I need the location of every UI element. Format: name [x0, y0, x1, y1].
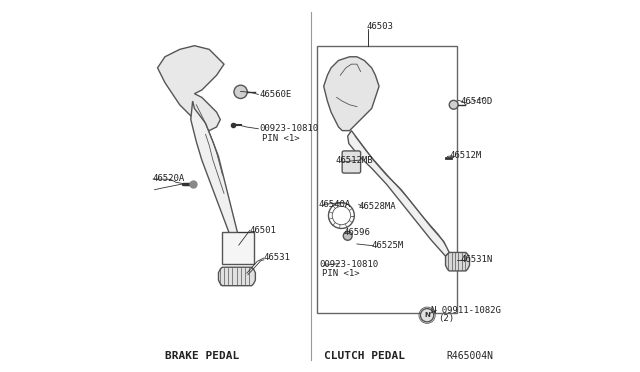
Text: 46525M: 46525M [372, 241, 404, 250]
Text: 46531N: 46531N [460, 255, 493, 264]
Text: N: N [424, 312, 430, 318]
Text: N 09911-1082G: N 09911-1082G [431, 306, 500, 315]
Text: 46560E: 46560E [259, 90, 291, 99]
Polygon shape [157, 46, 224, 131]
Text: 46501: 46501 [250, 226, 276, 235]
Polygon shape [445, 253, 470, 271]
Text: 46520A: 46520A [152, 174, 184, 183]
Circle shape [420, 309, 434, 322]
Polygon shape [348, 131, 449, 256]
Text: 46512MB: 46512MB [336, 155, 374, 165]
Circle shape [343, 231, 352, 240]
Text: (2): (2) [438, 314, 454, 323]
Polygon shape [218, 267, 255, 286]
Text: 46528MA: 46528MA [359, 202, 396, 211]
Text: 46540D: 46540D [460, 97, 493, 106]
Text: PIN <1>: PIN <1> [262, 134, 300, 142]
Text: 46512M: 46512M [449, 151, 481, 160]
Circle shape [449, 100, 458, 109]
Polygon shape [191, 101, 241, 245]
Text: 00923-10810: 00923-10810 [259, 124, 318, 133]
Text: 46596: 46596 [344, 228, 371, 237]
Text: CLUTCH PEDAL: CLUTCH PEDAL [324, 351, 405, 361]
Text: 00923-10810: 00923-10810 [319, 260, 378, 269]
Circle shape [234, 85, 247, 99]
Text: 46531: 46531 [264, 253, 291, 263]
Bar [317, 46, 456, 313]
Text: R465004N: R465004N [447, 351, 493, 361]
Polygon shape [324, 57, 379, 131]
Text: BRAKE PEDAL: BRAKE PEDAL [164, 351, 239, 361]
FancyBboxPatch shape [342, 151, 360, 173]
Bar [222, 232, 253, 263]
Text: 46540A: 46540A [319, 200, 351, 209]
Text: PIN <1>: PIN <1> [322, 269, 360, 278]
Text: 46503: 46503 [366, 22, 393, 31]
